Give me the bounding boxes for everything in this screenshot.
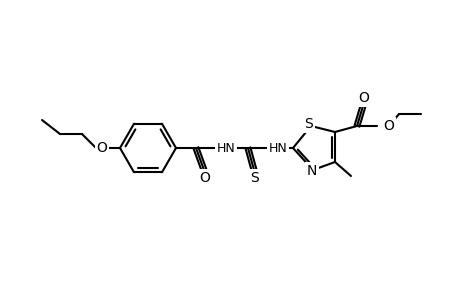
Text: O: O: [382, 119, 393, 133]
Text: S: S: [250, 171, 259, 185]
Text: O: O: [199, 171, 210, 185]
Text: HN: HN: [268, 142, 287, 154]
Text: N: N: [306, 164, 317, 178]
Text: O: O: [96, 141, 107, 155]
Text: HN: HN: [216, 142, 235, 154]
Text: S: S: [304, 117, 313, 131]
Text: O: O: [358, 91, 369, 105]
